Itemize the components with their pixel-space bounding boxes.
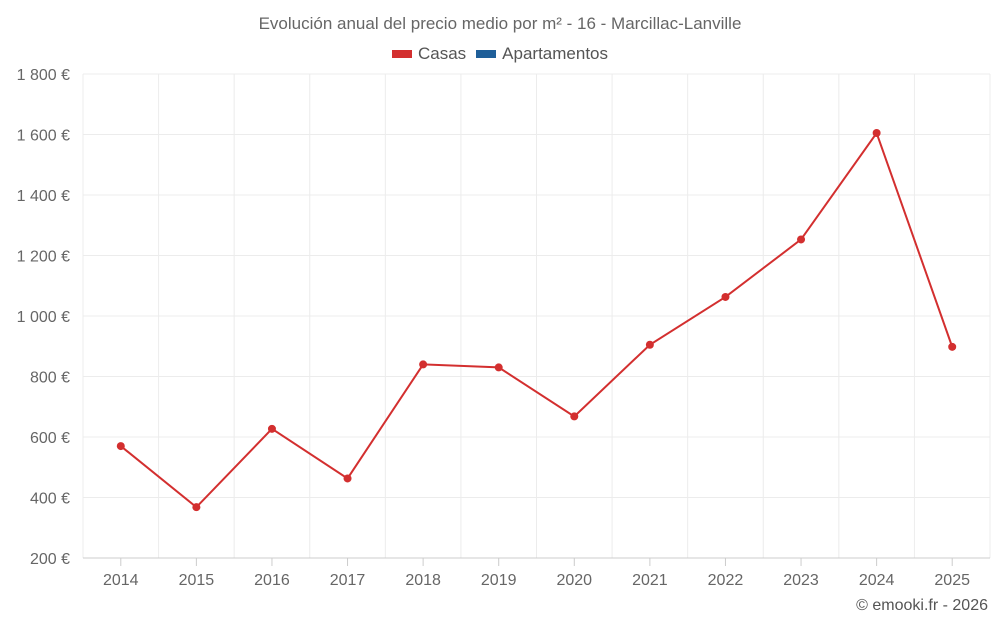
legend-label-casas: Casas <box>417 44 467 63</box>
x-tick-label: 2017 <box>330 572 366 589</box>
y-tick-label: 800 € <box>30 370 70 387</box>
x-tick-label: 2022 <box>708 572 744 589</box>
data-point-casas-2018 <box>419 360 428 369</box>
x-tick-label: 2020 <box>556 572 592 589</box>
chart-title: Evolución anual del precio medio por m² … <box>258 14 742 33</box>
x-tick-label: 2025 <box>934 572 970 589</box>
y-tick-label: 1 600 € <box>17 128 70 145</box>
legend-swatch-casas <box>391 50 412 58</box>
x-tick-label: 2024 <box>859 572 895 589</box>
y-tick-label: 1 400 € <box>17 188 70 205</box>
data-point-casas-2014 <box>116 442 125 451</box>
y-tick-label: 1 000 € <box>17 309 70 326</box>
legend-label-apartamentos: Apartamentos <box>502 44 609 63</box>
legend-item-apartamentos[interactable]: Apartamentos <box>476 44 608 64</box>
x-tick-label: 2019 <box>481 572 517 589</box>
data-point-casas-2021 <box>645 340 654 349</box>
y-tick-label: 400 € <box>30 491 70 508</box>
y-tick-label: 1 800 € <box>17 67 70 84</box>
y-tick-label: 600 € <box>30 430 70 447</box>
data-point-casas-2025 <box>948 342 957 351</box>
y-tick-label: 1 200 € <box>17 249 70 266</box>
x-tick-label: 2021 <box>632 572 668 589</box>
x-tick-label: 2015 <box>179 572 215 589</box>
data-point-casas-2016 <box>267 424 276 433</box>
series-line-casas <box>120 130 954 509</box>
x-tick-label: 2014 <box>103 572 139 589</box>
data-point-casas-2019 <box>494 363 503 372</box>
data-point-casas-2024 <box>872 128 881 137</box>
footer-credit: © emooki.fr - 2026 <box>856 597 988 614</box>
x-tick-label: 2023 <box>783 572 819 589</box>
data-point-casas-2020 <box>570 412 579 421</box>
y-tick-label: 200 € <box>30 551 70 568</box>
legend-item-casas[interactable]: Casas <box>391 44 467 64</box>
legend-swatch-apartamentos <box>476 50 497 58</box>
data-point-casas-2017 <box>343 474 352 483</box>
data-point-casas-2022 <box>721 292 730 301</box>
x-tick-label: 2018 <box>405 572 441 589</box>
x-tick-label: 2016 <box>254 572 290 589</box>
legend: Casas Apartamentos <box>0 44 1000 64</box>
data-point-casas-2023 <box>797 235 806 244</box>
data-point-casas-2015 <box>192 503 201 512</box>
